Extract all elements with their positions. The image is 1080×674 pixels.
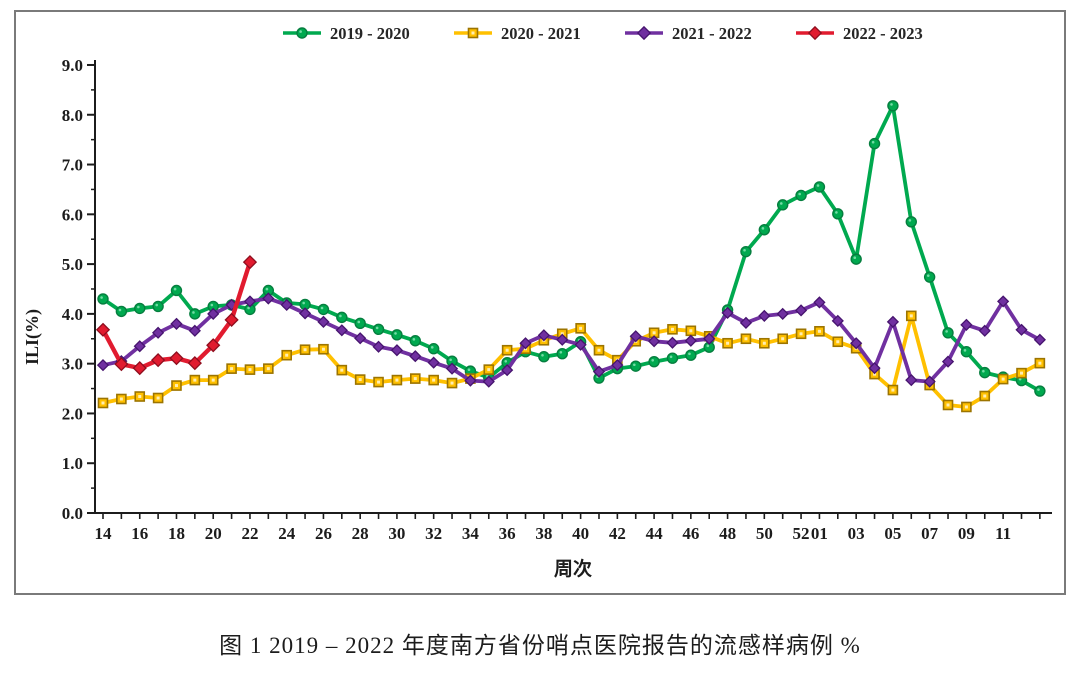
series-2020-2021 [97,310,1046,413]
x-tick-label: 18 [168,524,185,543]
x-tick-label: 34 [462,524,480,543]
x-tick-label: 48 [719,524,736,543]
y-tick-label: 6.0 [62,205,83,224]
x-tick-label: 24 [278,524,296,543]
x-tick-label: 03 [848,524,865,543]
series-2021-2022 [96,292,1046,388]
y-tick-label: 8.0 [62,106,83,125]
y-tick-label: 9.0 [62,56,83,75]
x-axis-title: 周次 [554,557,592,580]
x-tick-label: 42 [609,524,626,543]
figure-caption: 图 1 2019 – 2022 年度南方省份哨点医院报告的流感样病例 % [219,633,861,658]
legend-item-2021-2022: 2021 - 2022 [625,24,752,43]
x-tick-label: 36 [499,524,516,543]
x-tick-label: 07 [921,524,939,543]
legend-item-2020-2021: 2020 - 2021 [454,24,581,43]
legend-label: 2022 - 2023 [843,24,923,43]
x-tick-label: 52 [793,524,810,543]
y-tick-label: 4.0 [62,305,83,324]
x-tick-label: 30 [388,524,405,543]
figure-frame [14,10,1066,595]
x-tick-label: 38 [535,524,552,543]
x-tick-label: 40 [572,524,589,543]
x-tick-label: 14 [95,524,113,543]
x-tick-label: 50 [756,524,773,543]
legend-item-2022-2023: 2022 - 2023 [796,24,923,43]
y-tick-label: 7.0 [62,156,83,175]
y-tick-label: 1.0 [62,454,83,473]
legend-label: 2021 - 2022 [672,24,752,43]
legend: 2019 - 2020 2020 - 2021 2021 - 2022 2022 - … [283,24,923,43]
x-tick-label: 44 [646,524,664,543]
x-tick-label: 09 [958,524,975,543]
x-tick-label: 11 [995,524,1011,543]
x-tick-label: 01 [811,524,828,543]
x-tick-label: 16 [131,524,148,543]
y-tick-label: 0.0 [62,504,83,523]
legend-label: 2020 - 2021 [501,24,581,43]
x-tick-label: 20 [205,524,222,543]
legend-label: 2019 - 2020 [330,24,410,43]
y-tick-label: 2.0 [62,404,83,423]
x-tick-label: 26 [315,524,332,543]
legend-item-2019-2020: 2019 - 2020 [283,24,410,43]
x-tick-label: 28 [352,524,369,543]
x-tick-label: 22 [241,524,258,543]
x-axis: 14 16 18 20 22 24 26 28 30 32 34 36 38 40 42 44 46 48 50 52… [95,513,1041,580]
x-tick-label: 05 [884,524,901,543]
series-2022-2023 [95,254,258,376]
y-axis-title: ILI(%) [22,309,43,365]
y-tick-label: 3.0 [62,355,83,374]
y-axis: 0.0 1.0 2.0 3.0 4.0 5.0 6.0 7.0 8.0 9.0 ILI(%) [22,56,95,523]
x-tick-label: 46 [682,524,699,543]
x-tick-label: 32 [425,524,442,543]
y-tick-label: 5.0 [62,255,83,274]
axes [94,60,1052,514]
